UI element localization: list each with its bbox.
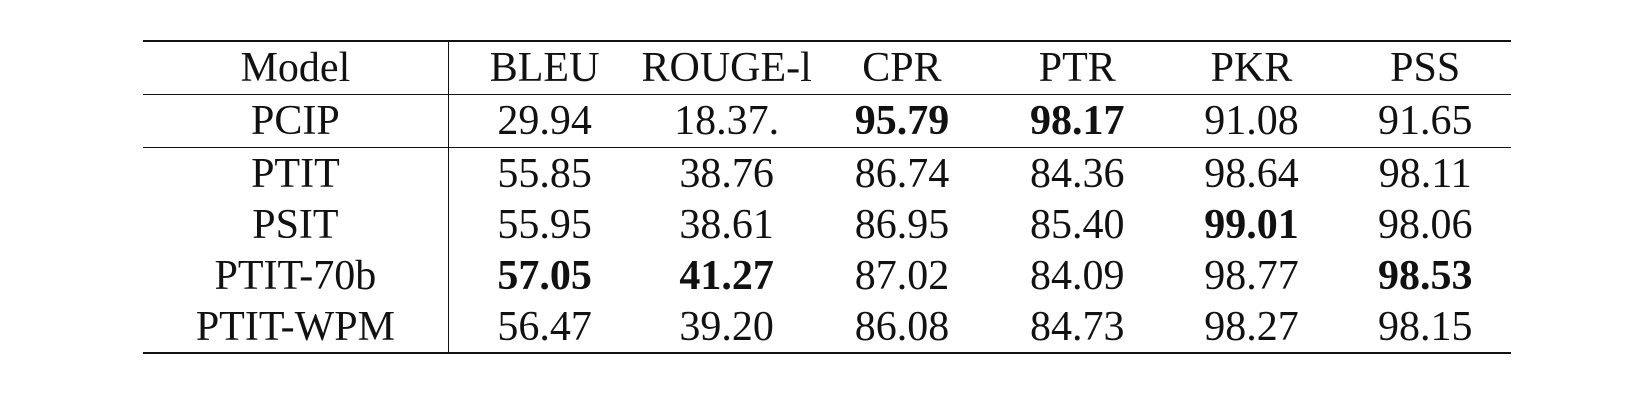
header-rouge-l: ROUGE-l [640, 40, 813, 95]
cell-bleu: 55.95 [497, 201, 592, 248]
header-pkr: PKR [1163, 40, 1340, 95]
table-header-row: Model BLEU ROUGE-l CPR PTR PKR PSS [143, 40, 1511, 95]
row-model-name: PTIT-70b [143, 250, 449, 301]
cell-bleu: 29.94 [448, 94, 641, 148]
cell-pkr: 98.27 [1163, 301, 1340, 354]
cell-bleu: 55.85 [497, 150, 592, 197]
cell-pss: 98.15 [1339, 301, 1511, 354]
cell-pss: 91.65 [1339, 94, 1511, 148]
cell-rouge-l: 39.20 [640, 301, 813, 354]
cell-rouge-l: 18.37. [640, 94, 813, 148]
results-table: Model BLEU ROUGE-l CPR PTR PKR PSS PCIP … [143, 40, 1511, 354]
header-pss: PSS [1339, 40, 1511, 95]
table-row-ptit-70b: PTIT-70b 57.05 41.27 87.02 84.09 98.77 9… [143, 250, 1511, 301]
cell-ptr: 84.73 [990, 301, 1164, 354]
cell-ptr: 98.17 [990, 94, 1164, 148]
table-row-psit: PSIT 55.95 38.61 86.95 85.40 99.01 98.06 [143, 199, 1511, 250]
cell-pss: 98.11 [1378, 150, 1472, 197]
table-row-ptit-wpm: PTIT-WPM 56.47 39.20 86.08 84.73 98.27 9… [143, 301, 1511, 354]
row-model-name: PTIT-WPM [143, 301, 449, 354]
cell-cpr: 87.02 [854, 252, 950, 299]
cell-pss: 98.53 [1377, 252, 1473, 299]
cell-ptr: 85.40 [1030, 201, 1125, 248]
table-row-pcip: PCIP 29.94 18.37. 95.79 98.17 91.08 91.6… [143, 94, 1511, 148]
cell-ptr: 84.09 [1030, 252, 1125, 299]
cell-rouge-l: 38.61 [679, 201, 774, 248]
row-model-name: PTIT [143, 147, 449, 199]
cell-ptr: 84.36 [1030, 150, 1125, 197]
results-table-container: Model BLEU ROUGE-l CPR PTR PKR PSS PCIP … [143, 40, 1511, 354]
cell-bleu: 56.47 [448, 301, 641, 354]
cell-cpr: 86.74 [854, 150, 950, 197]
header-bleu: BLEU [448, 40, 641, 95]
cell-pkr: 98.64 [1204, 150, 1299, 197]
table-row-ptit: PTIT 55.85 38.76 86.74 84.36 98.64 98.11 [143, 147, 1511, 199]
cell-pkr: 98.77 [1204, 252, 1299, 299]
cell-cpr: 86.95 [854, 201, 950, 248]
header-model: Model [143, 40, 449, 95]
cell-pkr: 99.01 [1204, 201, 1299, 248]
cell-pss: 98.06 [1377, 201, 1473, 248]
cell-rouge-l: 41.27 [679, 252, 774, 299]
cell-cpr: 95.79 [812, 94, 991, 148]
header-cpr: CPR [812, 40, 991, 95]
cell-bleu: 57.05 [497, 252, 592, 299]
header-ptr: PTR [990, 40, 1164, 95]
cell-rouge-l: 38.76 [679, 150, 774, 197]
cell-pkr: 91.08 [1163, 94, 1340, 148]
row-model-name: PSIT [143, 199, 449, 250]
cell-cpr: 86.08 [812, 301, 991, 354]
row-model-name: PCIP [143, 94, 449, 148]
